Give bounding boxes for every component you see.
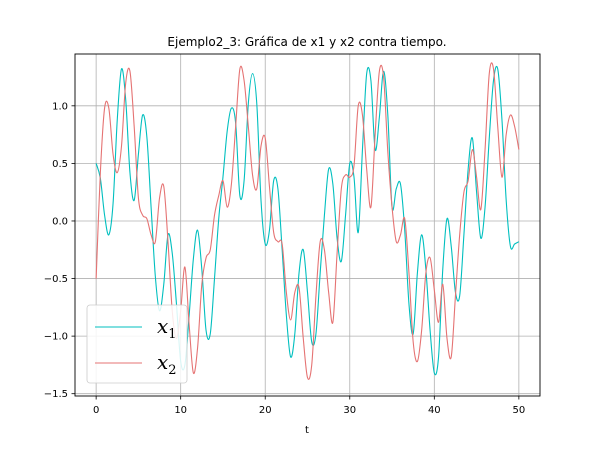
y-tick-label: −1.5 bbox=[44, 389, 68, 400]
x-tick-label: 20 bbox=[259, 405, 272, 416]
series-line-x2 bbox=[95, 62, 520, 380]
legend-label-x1: x1 bbox=[157, 314, 177, 342]
axis-ticks: 0 10 20 30 40 50 −1.5 −1.0 −0.5 0.0 0.5 1.0 bbox=[44, 101, 526, 416]
x-tick-label: 50 bbox=[512, 405, 525, 416]
y-tick-label: 1.0 bbox=[52, 101, 68, 112]
legend-label-subscript: 2 bbox=[168, 363, 176, 378]
legend-label-main: x bbox=[157, 350, 168, 374]
legend-label-main: x bbox=[157, 314, 168, 338]
x-tick-label: 10 bbox=[174, 405, 187, 416]
legend-label-subscript: 1 bbox=[168, 327, 176, 342]
plot-frame bbox=[74, 53, 541, 397]
series-line-x1 bbox=[95, 65, 520, 376]
y-tick-label: 0.0 bbox=[52, 216, 68, 227]
x-tick-label: 30 bbox=[343, 405, 356, 416]
x-axis-label: t bbox=[305, 425, 309, 436]
y-tick-label: 0.5 bbox=[52, 159, 68, 170]
x-tick-label: 0 bbox=[93, 405, 99, 416]
y-tick-label: −1.0 bbox=[44, 332, 68, 343]
legend-label-x2: x2 bbox=[157, 350, 177, 378]
x-tick-label: 40 bbox=[428, 405, 441, 416]
series-layer bbox=[95, 62, 520, 380]
grid bbox=[75, 54, 540, 396]
y-tick-label: −0.5 bbox=[44, 274, 68, 285]
chart-title: Ejemplo2_3: Gráfica de x1 y x2 contra ti… bbox=[167, 35, 446, 49]
